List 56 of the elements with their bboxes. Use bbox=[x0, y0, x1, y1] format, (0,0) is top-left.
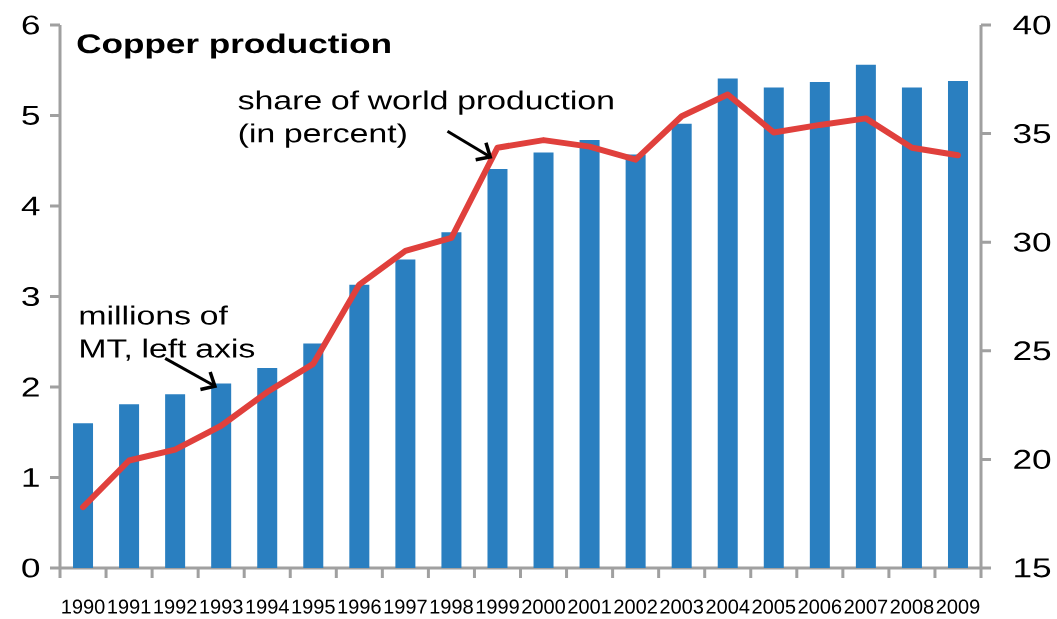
x-tick-label: 1991 bbox=[108, 599, 151, 614]
x-tick-label: 1990 bbox=[62, 599, 105, 614]
x-tick-label: 1995 bbox=[292, 599, 335, 614]
bar bbox=[947, 81, 968, 568]
y-tick-label: 6 bbox=[22, 15, 39, 35]
bar bbox=[395, 259, 416, 568]
bar bbox=[73, 423, 94, 568]
bar bbox=[441, 232, 462, 568]
bar bbox=[303, 343, 324, 568]
x-tick-label: 1994 bbox=[246, 599, 289, 614]
bar bbox=[165, 394, 186, 568]
bar bbox=[211, 383, 232, 568]
x-tick-label: 1996 bbox=[338, 599, 381, 614]
x-tick-label: 2008 bbox=[890, 599, 934, 614]
y2-tick-label: 20 bbox=[1014, 449, 1051, 469]
y-tick-label: 5 bbox=[22, 106, 39, 125]
chart-title: Copper production bbox=[77, 33, 390, 59]
x-tick-label: 2002 bbox=[614, 599, 657, 614]
y-tick-label: 1 bbox=[23, 468, 39, 487]
bar bbox=[533, 152, 554, 568]
x-tick-label: 1999 bbox=[476, 599, 519, 614]
x-tick-label: 2000 bbox=[522, 599, 565, 614]
bar bbox=[349, 284, 370, 568]
x-tick-label: 2005 bbox=[752, 599, 796, 614]
annotation: millions of MT, left axis bbox=[80, 305, 255, 361]
y-tick-label: 0 bbox=[22, 558, 40, 578]
bar bbox=[763, 87, 784, 568]
y2-tick-label: 30 bbox=[1013, 232, 1051, 252]
y2-tick-label: 15 bbox=[1015, 558, 1051, 578]
x-tick-label: 2001 bbox=[568, 599, 611, 614]
bar bbox=[809, 82, 830, 568]
y2-tick-label: 35 bbox=[1013, 124, 1051, 144]
bar bbox=[487, 168, 508, 568]
y2-tick-label: 40 bbox=[1013, 15, 1051, 35]
x-tick-label: 2009 bbox=[936, 599, 980, 614]
bar bbox=[625, 154, 646, 568]
annotation: share of world production (in percent) bbox=[238, 90, 613, 148]
bar bbox=[901, 87, 922, 568]
y-tick-label: 2 bbox=[22, 377, 39, 397]
x-tick-label: 1993 bbox=[200, 599, 243, 614]
x-tick-label: 2006 bbox=[798, 599, 842, 614]
x-tick-label: 2004 bbox=[706, 599, 750, 614]
y-tick-label: 3 bbox=[22, 286, 39, 307]
bar bbox=[257, 367, 278, 568]
x-tick-label: 1997 bbox=[384, 599, 427, 614]
x-tick-label: 1998 bbox=[430, 599, 473, 614]
y-tick-label: 4 bbox=[21, 196, 40, 216]
y2-tick-label: 25 bbox=[1014, 341, 1051, 361]
x-tick-label: 2007 bbox=[844, 599, 888, 614]
bar bbox=[579, 139, 600, 568]
bar bbox=[855, 64, 876, 568]
bar bbox=[119, 404, 140, 568]
bar bbox=[717, 78, 738, 568]
x-tick-label: 2003 bbox=[660, 599, 704, 614]
bar bbox=[671, 123, 692, 568]
x-tick-label: 1992 bbox=[154, 599, 197, 614]
